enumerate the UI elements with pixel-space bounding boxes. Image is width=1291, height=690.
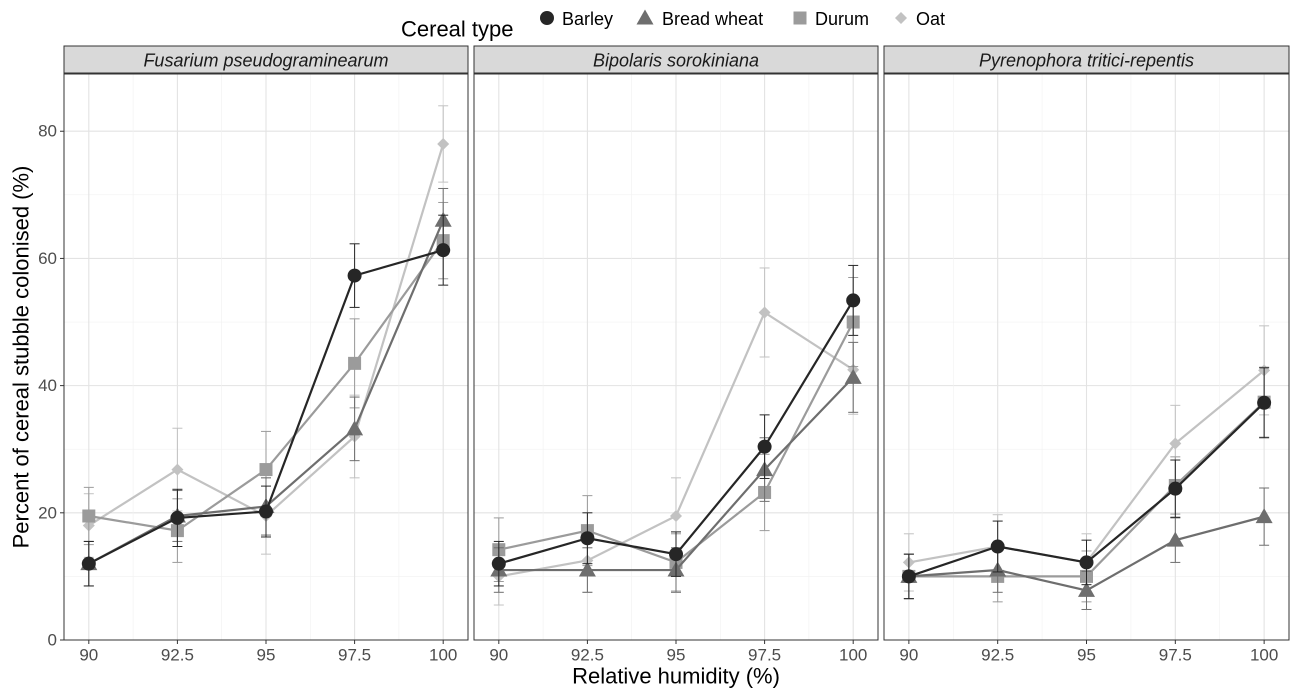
y-axis-title: Percent of cereal stubble colonised (%) (9, 166, 34, 549)
data-point (1169, 437, 1182, 450)
x-tick-label: 100 (1250, 646, 1278, 665)
data-point (1079, 555, 1094, 570)
legend-label-bread-wheat: Bread wheat (662, 9, 763, 29)
data-point (990, 539, 1005, 554)
x-tick-label: 95 (1077, 646, 1096, 665)
series-barley (901, 367, 1272, 600)
data-point (1168, 481, 1183, 496)
x-axis-title: Relative humidity (%) (572, 664, 780, 689)
data-point (670, 509, 682, 522)
panel-strip (63, 45, 469, 74)
data-point (846, 293, 861, 308)
data-point (348, 356, 362, 370)
data-point (82, 509, 96, 523)
x-tick-label: 95 (667, 646, 686, 665)
data-point (259, 463, 273, 477)
panel-strip (883, 45, 1290, 74)
legend-key-oat (895, 12, 907, 24)
x-tick-label: 90 (79, 646, 98, 665)
series-barley (81, 214, 451, 587)
data-point (171, 463, 184, 476)
legend-label-oat: Oat (916, 9, 945, 29)
x-tick-label: 92.5 (161, 646, 194, 665)
data-point (844, 368, 862, 384)
legend-key-durum (793, 11, 807, 25)
data-point (669, 547, 683, 562)
panel-title: Pyrenophora tritici-repentis (979, 51, 1194, 71)
data-point (346, 420, 364, 436)
data-point (901, 569, 916, 584)
y-tick-label: 60 (38, 249, 57, 268)
legend-key-barley (540, 11, 554, 25)
panels: Fusarium pseudograminearum 90 92.5 95 97.5 10… (63, 45, 1290, 665)
y-axis: 0 20 40 60 80 (38, 122, 64, 650)
x-tick-label: 92.5 (981, 646, 1014, 665)
data-point (580, 531, 595, 546)
legend-title: Cereal type (401, 17, 514, 42)
data-point (437, 137, 450, 150)
legend-label-durum: Durum (815, 9, 869, 29)
x-axis: 90 92.5 95 97.5 100 (489, 640, 867, 665)
x-tick-label: 100 (839, 646, 867, 665)
y-tick-label: 20 (38, 503, 57, 522)
data-point (1166, 531, 1184, 547)
data-point (758, 306, 771, 319)
data-point (757, 439, 772, 454)
panel-title: Bipolaris sorokiniana (593, 51, 759, 71)
y-tick-label: 40 (38, 376, 57, 395)
x-tick-label: 97.5 (748, 646, 781, 665)
data-point (1257, 395, 1272, 410)
data-point (1078, 581, 1095, 597)
x-tick-label: 100 (429, 646, 457, 665)
legend-label-barley: Barley (562, 9, 613, 29)
x-tick-label: 92.5 (571, 646, 604, 665)
x-tick-label: 90 (489, 646, 508, 665)
data-point (170, 510, 185, 525)
panel-bipolaris-sorokiniana: Bipolaris sorokiniana 90 92.5 95 97.5 100 (473, 45, 879, 665)
panel-pyrenophora-tritici-repentis: Pyrenophora tritici-repentis 90 92.5 95 97.5… (883, 45, 1290, 665)
y-tick-label: 80 (38, 122, 57, 141)
x-tick-label: 95 (257, 646, 276, 665)
panel-title: Fusarium pseudograminearum (143, 51, 388, 71)
data-point (1255, 508, 1273, 524)
x-tick-label: 90 (899, 646, 918, 665)
data-point (347, 268, 362, 283)
panel-strip (473, 45, 879, 74)
legend-key-bread-wheat (636, 9, 654, 25)
data-point (259, 504, 273, 519)
data-point (491, 556, 506, 571)
x-axis: 90 92.5 95 97.5 100 (899, 640, 1278, 665)
data-point (578, 561, 596, 577)
legend: Cereal type Barley Bread wheat Durum Oat (401, 9, 945, 42)
data-point (436, 243, 451, 258)
y-tick-label: 0 (48, 631, 57, 650)
x-tick-label: 97.5 (338, 646, 371, 665)
series-barley (491, 264, 861, 587)
panel-fusarium-pseudograminearum: Fusarium pseudograminearum 90 92.5 95 97.5 10… (63, 45, 469, 665)
x-axis: 90 92.5 95 97.5 100 (79, 640, 457, 665)
data-point (81, 556, 96, 571)
x-tick-label: 97.5 (1159, 646, 1192, 665)
